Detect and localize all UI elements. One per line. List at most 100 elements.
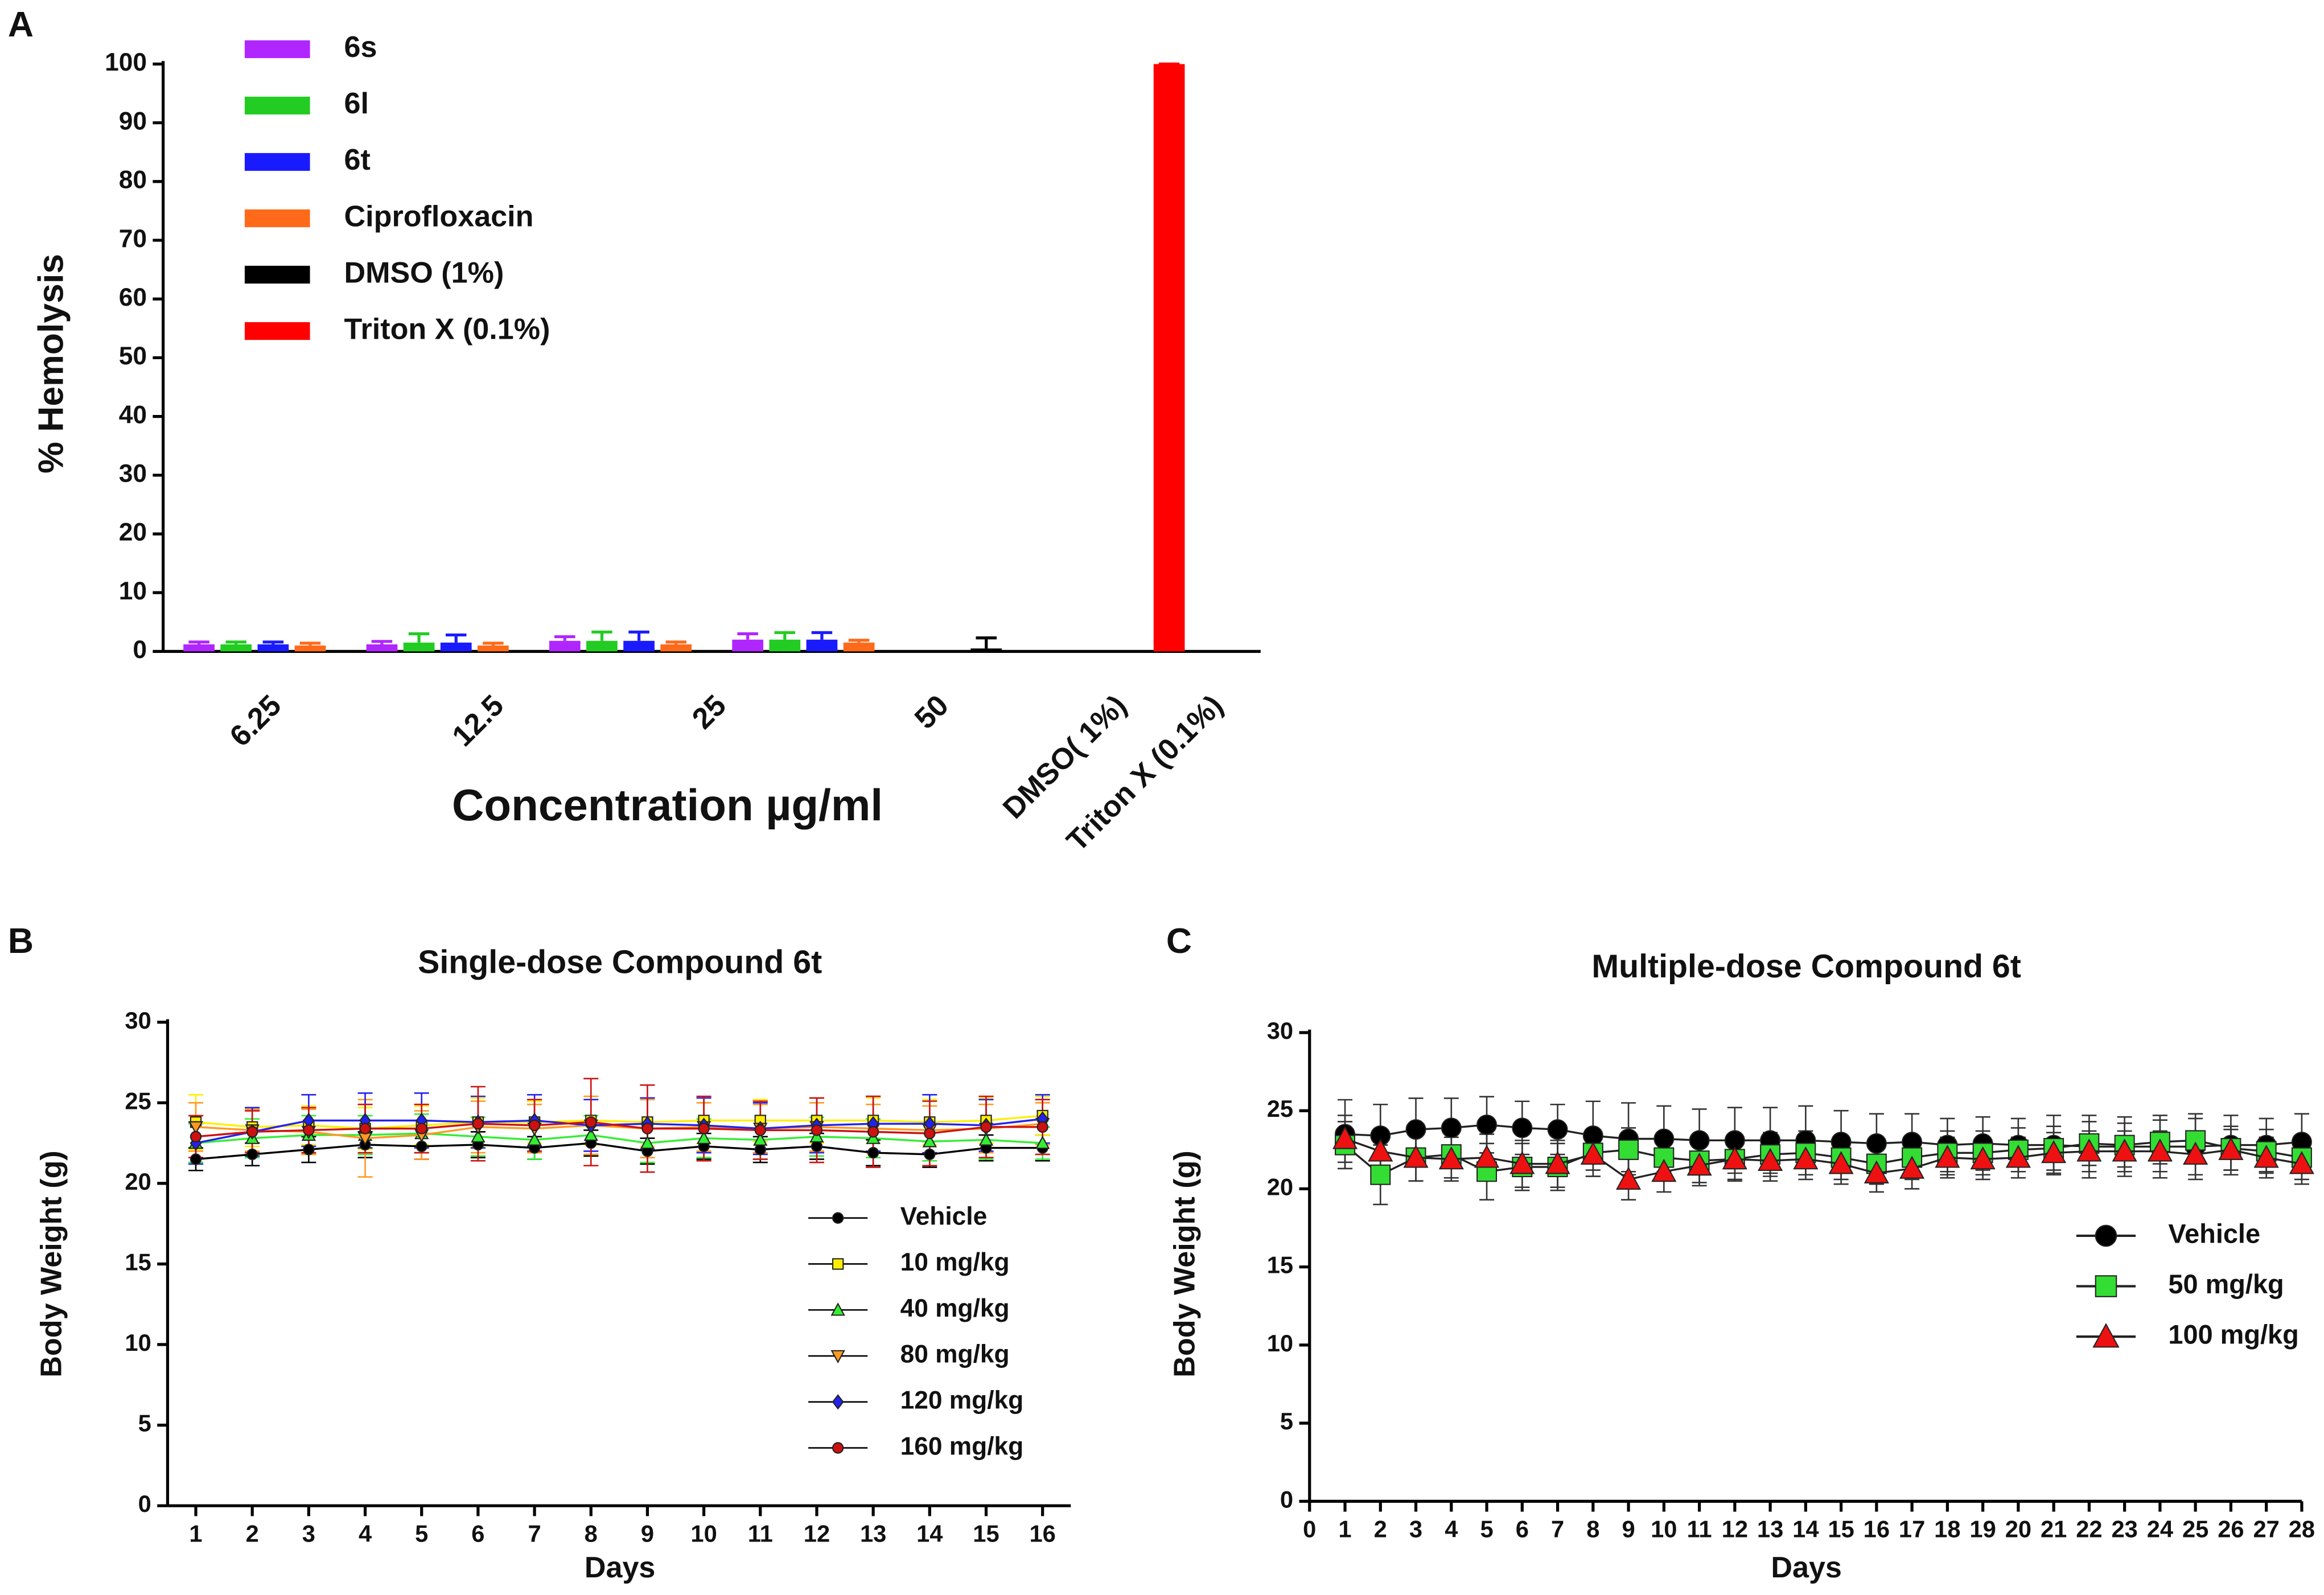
marker — [1689, 1130, 1710, 1151]
y-tick-label: 50 — [119, 342, 147, 370]
y-tick-label: 60 — [119, 283, 147, 311]
legend-label: 100 mg/kg — [2168, 1320, 2298, 1350]
legend-swatch — [244, 265, 310, 284]
x-tick-label: 12 — [1722, 1515, 1748, 1542]
marker — [1580, 1141, 1606, 1165]
bar — [660, 644, 692, 652]
marker — [1405, 1119, 1426, 1140]
chart-title: Single-dose Compound 6t — [418, 944, 822, 980]
y-tick-label: 30 — [125, 1007, 151, 1034]
x-tick-label: 15 — [973, 1520, 999, 1547]
panel-label: B — [8, 921, 34, 961]
x-tick-label: 0 — [1303, 1515, 1316, 1542]
error-bar — [848, 639, 870, 643]
marker — [2041, 1140, 2067, 1164]
legend-label: Vehicle — [2168, 1219, 2260, 1248]
x-axis-label: Days — [1771, 1551, 1842, 1584]
marker — [980, 1121, 992, 1133]
marker — [978, 1132, 994, 1146]
marker — [527, 1132, 542, 1146]
legend-label: 160 mg/kg — [900, 1432, 1024, 1460]
marker — [832, 1212, 844, 1224]
bar — [257, 644, 289, 652]
bar — [1153, 64, 1185, 652]
marker — [472, 1117, 484, 1130]
error-bar — [774, 631, 796, 640]
marker — [1368, 1138, 1393, 1162]
marker — [1615, 1166, 1642, 1190]
marker — [1618, 1139, 1639, 1160]
x-tick-label: 10 — [690, 1520, 717, 1547]
marker — [2183, 1141, 2208, 1165]
series-line — [195, 1115, 1043, 1130]
marker — [246, 1148, 258, 1161]
marker — [1935, 1145, 1960, 1168]
marker — [1793, 1146, 1819, 1170]
x-tick-label: 26 — [2218, 1515, 2244, 1542]
x-tick-label: 6.25 — [224, 689, 288, 753]
marker — [1970, 1146, 1996, 1170]
marker — [188, 1121, 203, 1134]
bar — [220, 644, 252, 652]
marker — [811, 1140, 823, 1152]
error-bar — [554, 635, 575, 641]
bar — [478, 646, 509, 652]
error-bar — [299, 642, 321, 646]
x-tick-label: 3 — [1409, 1515, 1422, 1542]
x-tick-label: 16 — [1029, 1520, 1055, 1547]
marker — [641, 1123, 653, 1134]
x-tick-label: 25 — [686, 689, 733, 735]
x-tick-label: 11 — [748, 1520, 773, 1547]
legend-label: 6s — [344, 31, 377, 64]
series-line — [195, 1123, 1043, 1140]
marker — [1547, 1119, 1568, 1140]
y-tick-label: 0 — [138, 1490, 151, 1517]
error-bar — [371, 640, 393, 644]
series-line — [1344, 1124, 2302, 1148]
x-tick-label: 8 — [585, 1520, 598, 1547]
bar — [806, 639, 838, 652]
legend-label: 80 mg/kg — [900, 1341, 1010, 1368]
marker — [471, 1129, 486, 1142]
bar — [440, 642, 472, 652]
y-tick-label: 10 — [119, 577, 147, 605]
x-tick-label: 8 — [1586, 1515, 1599, 1542]
bar — [732, 639, 764, 652]
y-tick-label: 10 — [1267, 1330, 1293, 1356]
marker — [698, 1123, 710, 1134]
y-tick-label: 90 — [119, 107, 147, 135]
y-tick-label: 15 — [1267, 1252, 1293, 1279]
marker — [2253, 1145, 2279, 1168]
x-tick-label: 15 — [1828, 1515, 1854, 1542]
marker — [1438, 1146, 1464, 1170]
y-tick-label: 0 — [133, 636, 147, 664]
legend-label: Triton X (0.1%) — [344, 313, 550, 346]
x-tick-label: 16 — [1864, 1515, 1890, 1542]
marker — [1828, 1151, 1854, 1174]
marker — [416, 1123, 427, 1134]
y-tick-label: 10 — [125, 1329, 151, 1356]
x-tick-label: 50 — [908, 689, 955, 735]
marker — [1476, 1114, 1498, 1135]
marker — [809, 1129, 824, 1142]
marker — [830, 1302, 845, 1316]
x-tick-label: 14 — [916, 1520, 943, 1547]
marker — [830, 1350, 845, 1364]
marker — [1509, 1151, 1535, 1174]
marker — [1403, 1145, 1429, 1168]
marker — [2095, 1275, 2117, 1297]
panel-label: C — [1166, 921, 1192, 961]
marker — [585, 1116, 597, 1128]
x-tick-label: 1 — [1338, 1515, 1351, 1542]
x-tick-label: 4 — [359, 1520, 372, 1547]
y-tick-label: 5 — [1280, 1408, 1293, 1434]
y-tick-label: 40 — [119, 401, 147, 429]
bar — [970, 648, 1002, 652]
marker — [1441, 1117, 1462, 1138]
marker — [696, 1131, 711, 1144]
marker — [2289, 1151, 2314, 1174]
marker — [1864, 1160, 1889, 1183]
legend-swatch — [244, 209, 310, 228]
marker — [832, 1258, 844, 1270]
bar — [586, 640, 618, 652]
